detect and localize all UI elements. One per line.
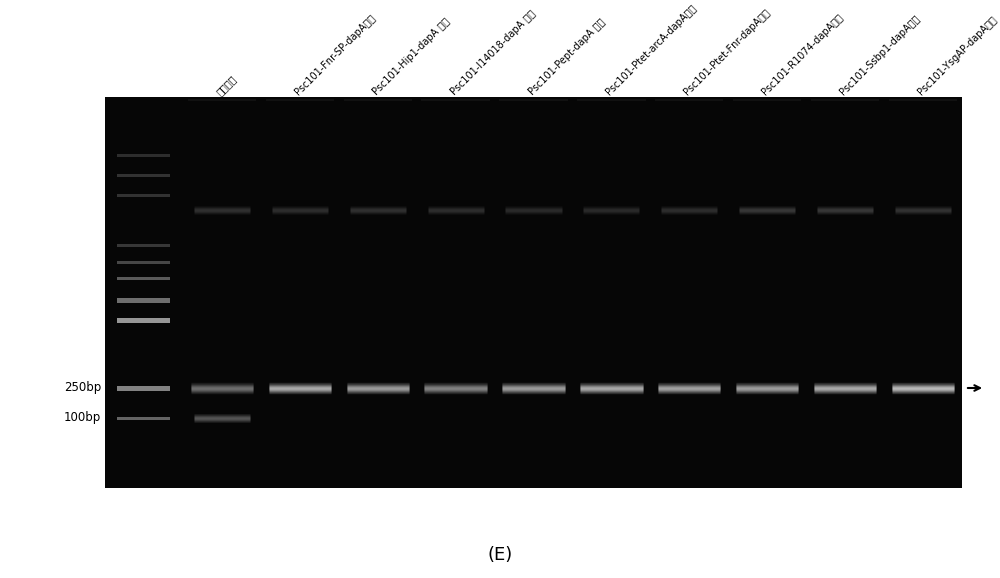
Text: Psc101-Ptet-arcA-dapA质粒: Psc101-Ptet-arcA-dapA质粒 [604,3,699,97]
Bar [105,97,962,488]
Bar [117,386,170,391]
Bar [117,173,170,176]
Text: Psc101-Ptet-Fnr-dapA质粒: Psc101-Ptet-Fnr-dapA质粒 [682,7,772,97]
Bar [117,261,170,264]
Text: 100bp: 100bp [64,412,101,424]
Bar [117,194,170,197]
Text: Psc101-Hip1-dapA 质粒: Psc101-Hip1-dapA 质粒 [371,16,451,97]
Bar [117,298,170,302]
Text: Psc101-I14018-dapA 质粒: Psc101-I14018-dapA 质粒 [449,9,537,97]
Text: (E): (E) [487,546,513,564]
Bar [117,276,170,280]
Text: 250bp: 250bp [64,381,101,395]
Text: Psc101-Fnr-SP-dapA质粒: Psc101-Fnr-SP-dapA质粒 [293,13,377,97]
Bar [117,417,170,420]
Bar [117,317,170,323]
Bar [117,243,170,246]
Text: Psc101-R1074-dapA质粒: Psc101-R1074-dapA质粒 [760,12,845,97]
Bar [117,154,170,157]
Text: 阴性对照: 阴性对照 [215,73,238,97]
Text: Psc101-Ssbp1-dapA质粒: Psc101-Ssbp1-dapA质粒 [838,13,922,97]
Text: Psc101-YsgAP-dapA质粒: Psc101-YsgAP-dapA质粒 [916,14,999,97]
Text: Psc101-Pept-dapA 质粒: Psc101-Pept-dapA 质粒 [526,17,607,97]
